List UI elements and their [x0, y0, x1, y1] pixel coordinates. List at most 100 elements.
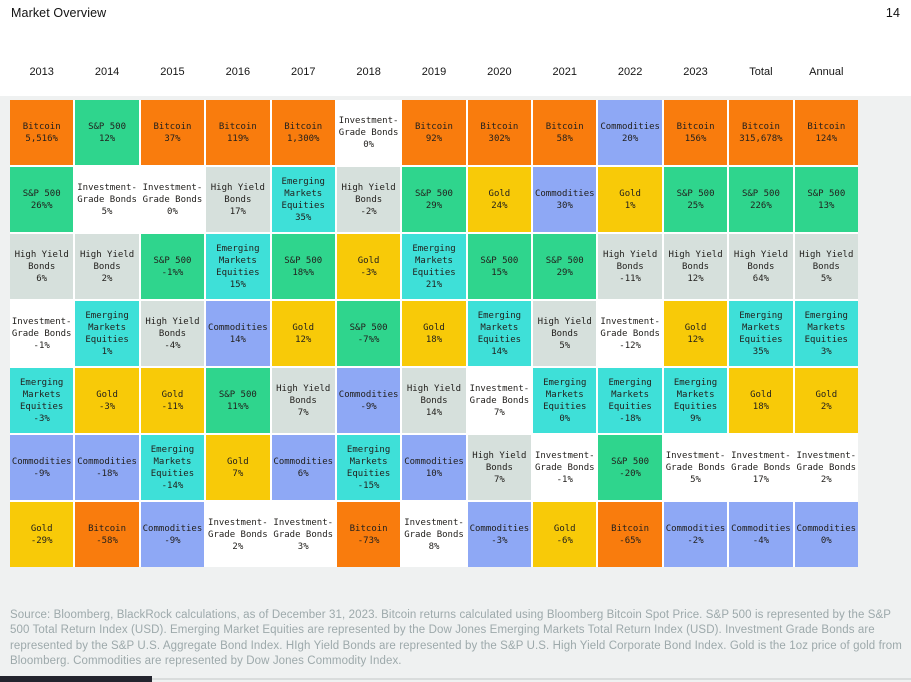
- grid-cell: Bitcoin -73%: [336, 502, 401, 567]
- grid-cell: Bitcoin 156%: [663, 100, 728, 165]
- column-header: 2016: [225, 66, 251, 78]
- asset-return-value: 3%: [820, 346, 832, 357]
- grid-cell: High Yield Bonds 12%: [663, 234, 728, 299]
- grid-cell: High Yield Bonds 6%: [10, 234, 74, 299]
- asset-return-value: -1%: [33, 340, 50, 351]
- asset-label: Commodities: [404, 456, 464, 467]
- column-header: 2022: [617, 66, 643, 78]
- asset-return-value: 13%: [818, 200, 835, 211]
- asset-return-value: 5%: [690, 474, 701, 485]
- asset-label: Emerging Markets Equities: [739, 310, 783, 345]
- grid-cell: Investment-Grade Bonds -1%: [10, 301, 74, 366]
- column-header: Annual: [809, 66, 844, 78]
- grid-cell: Commodities 6%: [271, 435, 335, 500]
- asset-label: S&P 500: [480, 255, 519, 266]
- asset-return-value: 2%: [101, 273, 113, 284]
- asset-label: Bitcoin: [741, 121, 780, 132]
- grid-cell: S&P 500 18%%: [271, 234, 335, 299]
- asset-label: Emerging Markets Equities: [150, 444, 195, 479]
- asset-return-value: 119%: [226, 133, 249, 144]
- grid-cell: Bitcoin 124%: [794, 100, 858, 165]
- grid-cell: Gold -3%: [75, 368, 139, 433]
- grid-cell: Investment-Grade Bonds 5%: [75, 167, 139, 232]
- asset-label: Commodities: [534, 188, 595, 199]
- asset-return-value: -1%%: [161, 267, 184, 278]
- grid-cell: S&P 500 29%: [533, 234, 597, 299]
- asset-return-value: 7%: [232, 468, 244, 479]
- asset-return-value: 5%: [101, 206, 113, 217]
- asset-return-value: -29%: [30, 535, 53, 546]
- grid-cell: Commodities 14%: [206, 301, 270, 366]
- grid-cell: S&P 500 -1%%: [140, 234, 205, 299]
- asset-return-value: 6%: [36, 273, 48, 284]
- asset-label: Bitcoin: [676, 121, 715, 132]
- grid-cell: Gold 1%: [598, 167, 662, 232]
- asset-label: S&P 500: [545, 255, 584, 266]
- asset-return-value: -15%: [357, 480, 380, 491]
- asset-return-value: -2%: [360, 206, 377, 217]
- progress-bar: [0, 676, 911, 682]
- returns-grid: Bitcoin 5,516% S&P 500 12% Bitcoin 37% Bitcoin…: [10, 100, 858, 567]
- asset-label: Gold: [30, 523, 53, 534]
- grid-cell: S&P 500 26%%: [10, 167, 74, 232]
- progress-track: [152, 678, 911, 680]
- asset-return-value: 7%: [297, 407, 309, 418]
- grid-cell: Bitcoin -65%: [598, 502, 662, 567]
- asset-label: S&P 500: [741, 188, 780, 199]
- asset-return-value: 12%: [295, 334, 312, 345]
- asset-label: High Yield Bonds: [472, 450, 527, 473]
- grid-cell: High Yield Bonds 17%: [206, 167, 270, 232]
- asset-return-value: -3%: [33, 413, 50, 424]
- grid-cell: S&P 500 12%: [75, 100, 139, 165]
- column-headers: 2013 2014 2015 2016 2017 2018 2019 2020 2021 2022…: [10, 66, 858, 78]
- asset-label: Commodities: [338, 389, 399, 400]
- asset-return-value: 2%: [232, 541, 244, 552]
- asset-label: Investment-Grade Bonds: [665, 450, 726, 473]
- grid-cell: Bitcoin 119%: [206, 100, 270, 165]
- asset-label: High Yield Bonds: [341, 182, 396, 205]
- grid-cell: S&P 500 29%: [402, 167, 466, 232]
- asset-label: Gold: [161, 389, 184, 400]
- asset-return-value: 64%: [752, 273, 770, 284]
- asset-return-value: 2%: [820, 474, 832, 485]
- asset-label: Gold: [96, 389, 118, 400]
- asset-return-value: -14%: [161, 480, 184, 491]
- asset-label: Commodities: [77, 456, 137, 467]
- grid-cell: Emerging Markets Equities -15%: [336, 435, 401, 500]
- asset-label: Commodities: [142, 523, 203, 534]
- grid-cell: Emerging Markets Equities 14%: [467, 301, 532, 366]
- asset-label: Emerging Markets Equities: [804, 310, 848, 345]
- grid-cell: Investment-Grade Bonds 8%: [402, 502, 466, 567]
- column-header: 2020: [487, 66, 512, 78]
- asset-return-value: -58%: [96, 535, 118, 546]
- grid-cell: S&P 500 11%%: [206, 368, 270, 433]
- asset-label: Bitcoin: [349, 523, 388, 534]
- asset-label: S&P 500: [22, 188, 61, 199]
- asset-return-value: 17%: [229, 206, 246, 217]
- grid-cell: Investment-Grade Bonds 0%: [140, 167, 205, 232]
- asset-label: High Yield Bonds: [210, 182, 265, 205]
- asset-label: Commodities: [469, 523, 530, 534]
- asset-label: High Yield Bonds: [145, 316, 200, 339]
- grid-cell: S&P 500 -20%: [598, 435, 662, 500]
- grid-cell: High Yield Bonds 2%: [75, 234, 139, 299]
- asset-return-value: -2%: [687, 535, 704, 546]
- asset-label: High Yield Bonds: [406, 383, 462, 406]
- asset-return-value: 12%: [687, 273, 704, 284]
- asset-return-value: -65%: [619, 535, 641, 546]
- asset-label: High Yield Bonds: [603, 249, 658, 272]
- grid-cell: Bitcoin 37%: [140, 100, 205, 165]
- asset-label: Investment-Grade Bonds: [273, 517, 334, 540]
- asset-label: Emerging Markets Equities: [281, 176, 325, 211]
- asset-return-value: 29%: [556, 267, 573, 278]
- asset-label: Bitcoin: [22, 121, 61, 132]
- progress-indicator: [0, 676, 152, 682]
- grid-cell: Gold 18%: [729, 368, 793, 433]
- grid-cell: High Yield Bonds 14%: [402, 368, 466, 433]
- grid-cell: Commodities 30%: [533, 167, 597, 232]
- grid-cell: Emerging Markets Equities 15%: [206, 234, 270, 299]
- grid-cell: Emerging Markets Equities 0%: [533, 368, 597, 433]
- asset-return-value: 21%: [425, 279, 443, 290]
- grid-cell: Investment-Grade Bonds 5%: [663, 435, 728, 500]
- asset-return-value: -20%: [619, 468, 641, 479]
